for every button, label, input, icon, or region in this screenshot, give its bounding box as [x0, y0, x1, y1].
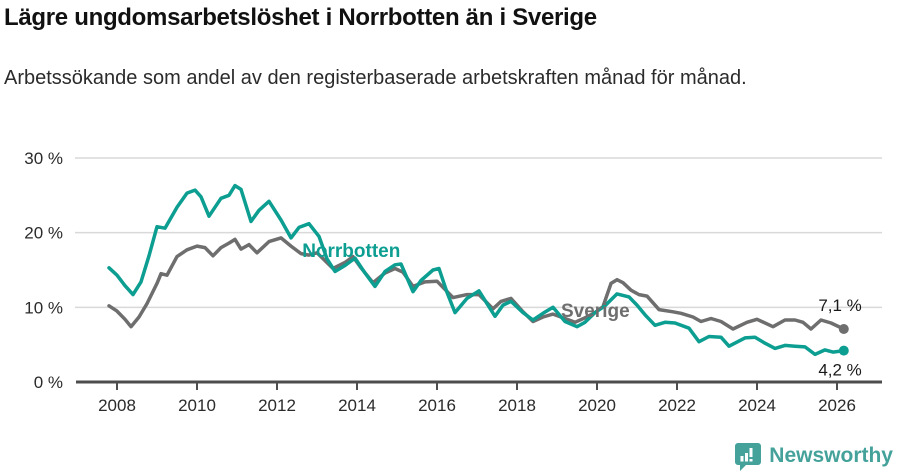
- y-tick-label: 20 %: [24, 224, 63, 243]
- chart-subtitle: Arbetssökande som andel av den registerb…: [4, 67, 747, 89]
- line-chart: 30 % 20 % 10 % 0 % 2008 2010 2012 2014 2016 2018 2…: [24, 149, 882, 415]
- norrbotten-line: [107, 183, 846, 357]
- y-tick-label: 10 %: [24, 298, 63, 317]
- x-tick-label: 2020: [578, 396, 616, 415]
- newsworthy-brand-text: Newsworthy: [769, 444, 893, 467]
- x-tick-label: 2024: [738, 396, 776, 415]
- x-tick-label: 2014: [338, 396, 376, 415]
- newsworthy-logo: Newsworthy: [734, 441, 893, 471]
- norrbotten-end-dot: [838, 345, 849, 356]
- sverige-end-value-label: 7,1 %: [818, 296, 861, 315]
- norrbotten-end-value-label: 4,2 %: [818, 361, 861, 380]
- chart-title: Lägre ungdomsarbetslöshet i Norrbotten ä…: [4, 4, 597, 31]
- sverige-series-label: Sverige: [561, 301, 630, 322]
- x-tick-label: 2012: [258, 396, 296, 415]
- x-tick-label: 2016: [418, 396, 456, 415]
- norrbotten-series-label: Norrbotten: [302, 241, 400, 262]
- x-tick-label: 2026: [818, 396, 856, 415]
- x-tick-label: 2008: [98, 396, 136, 415]
- x-tick-label: 2022: [658, 396, 696, 415]
- newsworthy-bubble-chart-icon: [734, 441, 762, 471]
- sverige-line: [107, 236, 846, 331]
- x-tick-label: 2018: [498, 396, 536, 415]
- y-tick-label: 0 %: [34, 373, 63, 392]
- x-tick-label: 2010: [178, 396, 216, 415]
- sverige-end-dot: [838, 324, 849, 334]
- y-tick-label: 30 %: [24, 149, 63, 168]
